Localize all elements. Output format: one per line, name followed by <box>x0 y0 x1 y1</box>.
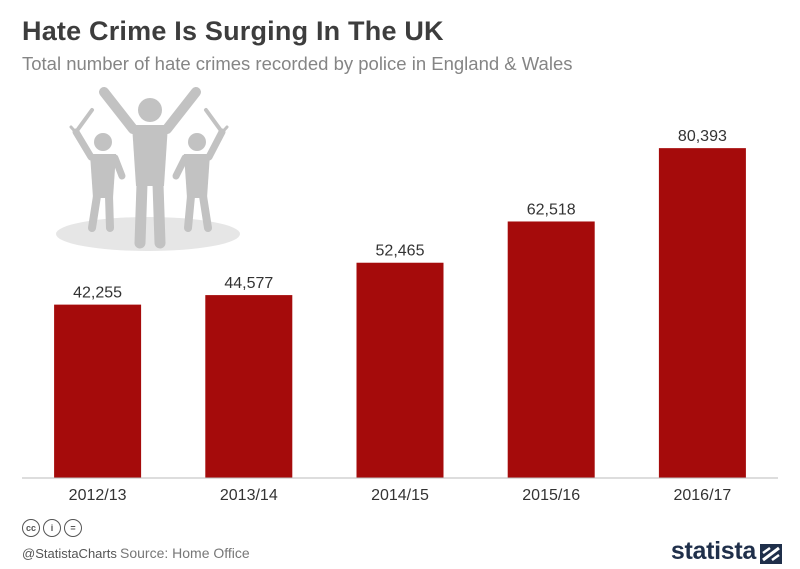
bat-icon <box>69 108 94 139</box>
bat-icon <box>204 108 229 139</box>
bar-value-label: 42,255 <box>73 285 122 302</box>
source-note: Source: Home Office <box>120 545 250 561</box>
illustration-shadow <box>56 217 240 251</box>
bar-value-label: 52,465 <box>376 243 425 260</box>
x-tick-label: 2015/16 <box>522 487 580 504</box>
bar[interactable] <box>205 295 293 478</box>
crowd-illustration <box>56 87 240 251</box>
footer: cc i = @StatistaCharts Source: Home Offi… <box>0 515 800 569</box>
bar[interactable] <box>658 148 746 478</box>
figure-right <box>172 128 226 232</box>
x-tick-label: 2016/17 <box>673 487 731 504</box>
x-tick-label: 2012/13 <box>69 487 127 504</box>
bar-value-label: 44,577 <box>224 275 273 292</box>
no-derivatives-icon[interactable]: = <box>64 519 82 537</box>
page-subtitle: Total number of hate crimes recorded by … <box>22 53 573 74</box>
statista-logo-icon <box>760 544 782 564</box>
license-icons: cc i = <box>22 519 82 537</box>
page-title: Hate Crime Is Surging In The UK <box>22 16 444 46</box>
figure-left <box>72 128 126 232</box>
bar[interactable] <box>356 262 444 478</box>
bar[interactable] <box>54 304 142 478</box>
x-tick-label: 2013/14 <box>220 487 278 504</box>
twitter-handle[interactable]: @StatistaCharts <box>22 546 117 561</box>
bar-value-label: 80,393 <box>678 128 727 145</box>
cc-icon[interactable]: cc <box>22 519 40 537</box>
figure-center <box>99 87 201 249</box>
bar[interactable] <box>507 221 595 478</box>
bar-value-label: 62,518 <box>527 201 576 218</box>
x-tick-label: 2014/15 <box>371 487 429 504</box>
brand-logo[interactable]: statista <box>670 537 756 565</box>
attribution-icon[interactable]: i <box>43 519 61 537</box>
